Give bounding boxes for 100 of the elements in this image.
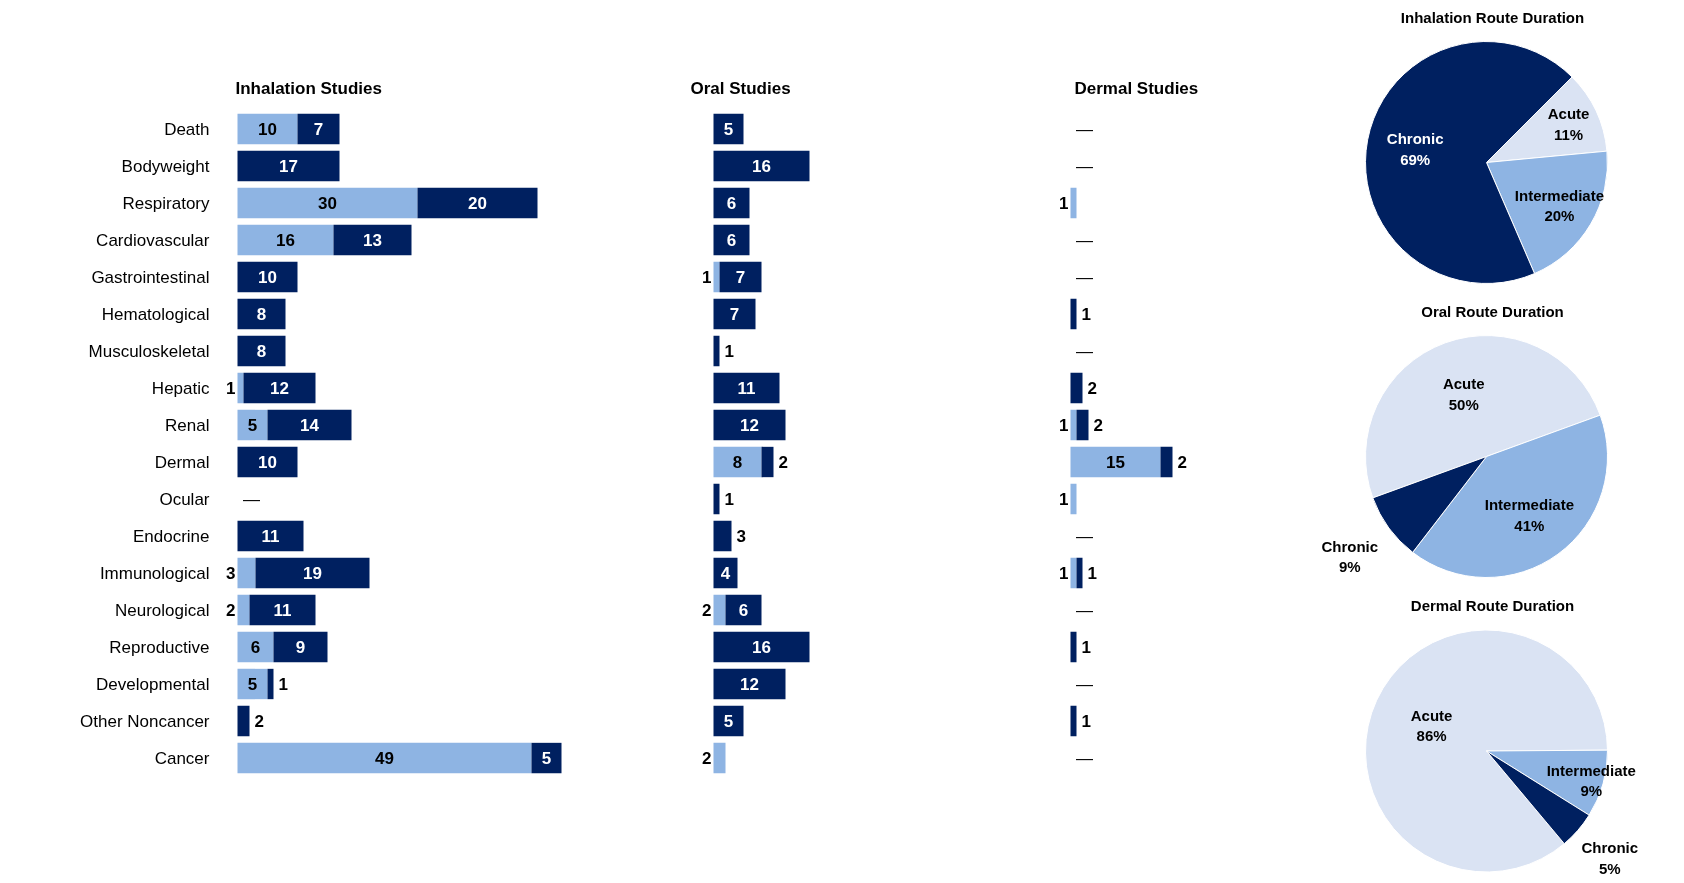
bar <box>267 668 274 700</box>
bar <box>237 594 250 626</box>
bar <box>243 372 316 404</box>
data-label: 20 <box>468 194 487 213</box>
bar <box>237 335 286 367</box>
data-label: 5 <box>247 675 258 694</box>
data-label: 6 <box>726 231 737 250</box>
data-label: 12 <box>740 675 759 694</box>
data-label: 2 <box>254 712 264 731</box>
bar <box>713 261 720 293</box>
bar <box>713 113 744 145</box>
chart-title: Oral Studies <box>690 78 791 98</box>
data-label: 69% <box>1400 150 1431 168</box>
data-label: 6 <box>738 601 749 620</box>
bar <box>713 594 726 626</box>
data-label: 10 <box>258 268 277 287</box>
data-label: 2 <box>702 601 712 620</box>
bar <box>713 187 750 219</box>
bar <box>267 409 352 441</box>
bar <box>1076 409 1089 441</box>
data-label: — <box>1076 267 1093 287</box>
slice-label: Chronic <box>1321 537 1379 555</box>
y-tick-label: Dermal <box>154 452 210 472</box>
data-label: — <box>1076 341 1093 361</box>
data-label: 1 <box>278 675 288 694</box>
bar <box>237 742 532 774</box>
bar <box>713 224 750 256</box>
data-label: 2 <box>226 601 236 620</box>
data-label: 12 <box>270 379 289 398</box>
data-label: 2 <box>702 749 712 768</box>
data-label: 10 <box>258 453 277 472</box>
data-label: 5 <box>723 120 734 139</box>
data-label: 3 <box>736 527 746 546</box>
bar <box>719 261 762 293</box>
y-tick-label: Endocrine <box>132 526 210 546</box>
y-tick-label: Cardiovascular <box>96 230 210 250</box>
data-label: — <box>1076 748 1093 768</box>
data-label: 1 <box>702 268 712 287</box>
data-label: 5% <box>1598 859 1621 877</box>
bar <box>713 631 810 663</box>
bar <box>255 557 370 589</box>
bar <box>237 150 340 182</box>
bar <box>1070 187 1077 219</box>
data-label: 1 <box>226 379 236 398</box>
data-label: 7 <box>313 120 324 139</box>
y-tick-label: Hematological <box>101 304 210 324</box>
bar <box>531 742 562 774</box>
data-label: 50% <box>1448 395 1479 413</box>
bar <box>1070 409 1077 441</box>
bar <box>1070 631 1077 663</box>
bar <box>713 705 744 737</box>
data-label: 1 <box>1081 712 1091 731</box>
bar <box>713 372 780 404</box>
data-label: 6 <box>250 638 261 657</box>
bar <box>1070 557 1077 589</box>
bar <box>273 631 328 663</box>
bar <box>237 224 334 256</box>
bar <box>713 298 756 330</box>
data-label: — <box>1076 156 1093 176</box>
y-tick-label: Death <box>164 119 210 139</box>
y-tick-label: Renal <box>165 415 210 435</box>
bar <box>713 409 786 441</box>
data-label: — <box>1076 674 1093 694</box>
bar <box>713 335 720 367</box>
data-label: 1 <box>1059 490 1069 509</box>
y-tick-label: Gastrointestinal <box>91 267 210 287</box>
slice-label: Intermediate <box>1484 496 1574 514</box>
data-label: — <box>243 489 260 509</box>
bar <box>237 113 298 145</box>
bar <box>237 446 298 478</box>
data-label: 3 <box>226 564 236 583</box>
y-tick-label: Cancer <box>154 748 210 768</box>
y-tick-label: Respiratory <box>122 193 210 213</box>
slice-label: Chronic <box>1581 839 1639 857</box>
data-label: 8 <box>256 342 267 361</box>
data-label: 30 <box>318 194 337 213</box>
data-label: 4 <box>720 564 731 583</box>
bar <box>761 446 774 478</box>
data-label: 2 <box>778 453 788 472</box>
data-label: 1 <box>724 490 734 509</box>
data-label: 19 <box>303 564 322 583</box>
y-tick-label: Developmental <box>96 674 210 694</box>
data-label: 2 <box>1177 453 1187 472</box>
data-label: 9% <box>1338 558 1361 576</box>
data-label: 16 <box>276 231 295 250</box>
data-label: 17 <box>279 157 298 176</box>
data-label: 1 <box>1081 638 1091 657</box>
data-label: 13 <box>363 231 382 250</box>
data-label: 12 <box>740 416 759 435</box>
data-label: 5 <box>723 712 734 731</box>
bar <box>713 668 786 700</box>
y-tick-label: Bodyweight <box>121 156 210 176</box>
chart-title: Oral Route Duration <box>1421 302 1564 320</box>
y-tick-label: Ocular <box>159 489 210 509</box>
y-tick-label: Hepatic <box>151 378 210 398</box>
data-label: 1 <box>1059 416 1069 435</box>
data-label: 7 <box>729 305 740 324</box>
data-label: 5 <box>247 416 258 435</box>
data-label: 16 <box>752 157 771 176</box>
data-label: 11% <box>1554 125 1584 143</box>
